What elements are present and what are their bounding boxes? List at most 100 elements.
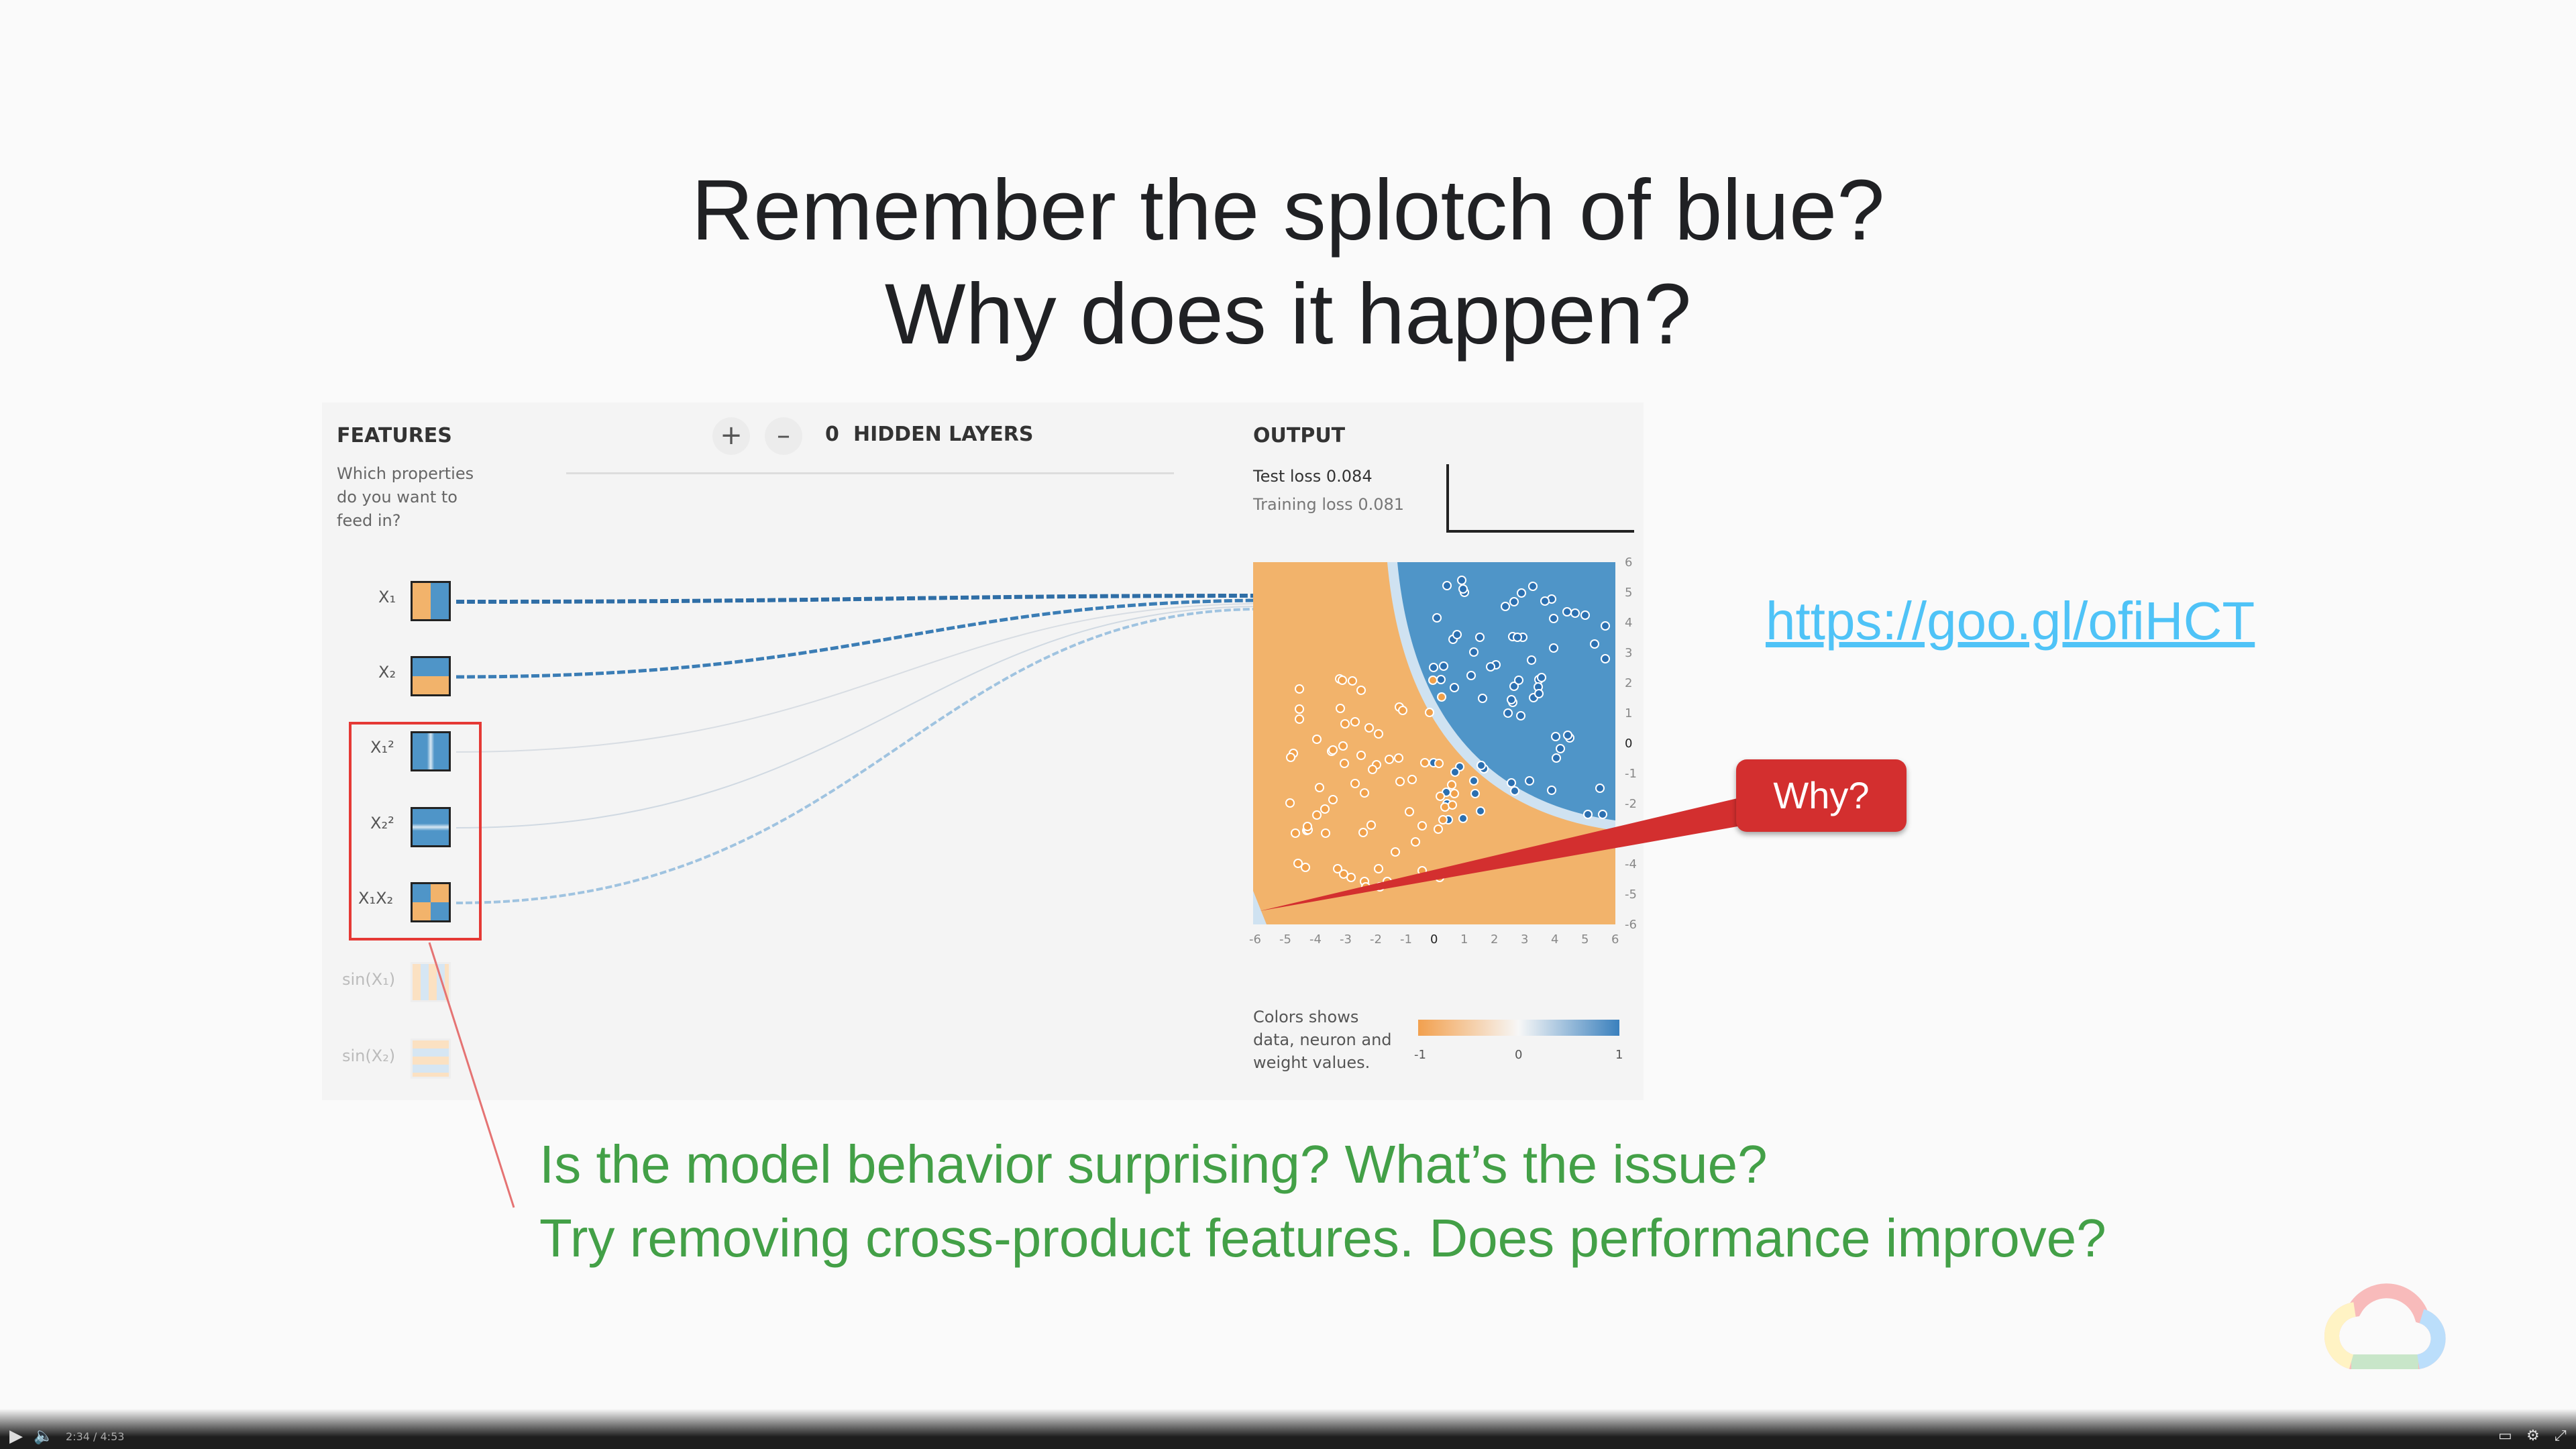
play-icon[interactable]: ▶ bbox=[9, 1426, 23, 1446]
feature-x2-button[interactable] bbox=[411, 656, 451, 696]
connection-lines bbox=[455, 594, 1255, 904]
legend-text-1: Colors shows bbox=[1253, 1008, 1359, 1026]
data-point bbox=[1312, 735, 1322, 745]
output-heatmap bbox=[1253, 562, 1615, 924]
data-point bbox=[1320, 828, 1330, 838]
data-point bbox=[1393, 753, 1403, 763]
data-point bbox=[1516, 710, 1526, 720]
legend-tick-mid: 0 bbox=[1515, 1048, 1523, 1062]
video-controls-bar: ▶ 🔈 2:34 / 4:53 ▭ ⚙ ⤢ bbox=[0, 1409, 2576, 1449]
playback-time: 2:34 / 4:53 bbox=[66, 1430, 125, 1443]
data-point bbox=[1476, 760, 1486, 770]
volume-icon[interactable]: 🔈 bbox=[34, 1426, 54, 1445]
data-point bbox=[1301, 862, 1311, 872]
data-point bbox=[1549, 643, 1559, 653]
data-point bbox=[1452, 629, 1462, 639]
question-2: Try removing cross-product features. Doe… bbox=[539, 1208, 2106, 1268]
x-tick-label: 4 bbox=[1551, 932, 1559, 947]
feature-label-x1: X₁ bbox=[378, 588, 396, 606]
data-point bbox=[1600, 653, 1610, 663]
data-point bbox=[1582, 809, 1593, 819]
feature-label-x2-squared: X₂² bbox=[370, 814, 394, 833]
data-point bbox=[1384, 754, 1394, 764]
data-point bbox=[1552, 753, 1562, 763]
hidden-layers-label: HIDDEN LAYERS bbox=[853, 423, 1034, 446]
data-point bbox=[1295, 714, 1305, 724]
playground-link[interactable]: https://goo.gl/ofiHCT bbox=[1766, 591, 2255, 651]
data-point bbox=[1311, 810, 1322, 820]
legend-tick-min: -1 bbox=[1414, 1048, 1426, 1062]
data-point bbox=[1348, 676, 1358, 686]
y-tick-label: 3 bbox=[1625, 646, 1633, 660]
x-tick-label: 1 bbox=[1460, 932, 1468, 947]
data-point bbox=[1469, 775, 1479, 786]
add-layer-button[interactable]: + bbox=[712, 417, 750, 455]
y-tick-label: 6 bbox=[1625, 555, 1633, 570]
data-point bbox=[1417, 821, 1428, 831]
data-point bbox=[1356, 686, 1366, 696]
data-point bbox=[1346, 872, 1356, 882]
remove-layer-button[interactable]: – bbox=[765, 417, 802, 455]
data-point bbox=[1373, 729, 1383, 739]
y-tick-label: 4 bbox=[1625, 616, 1633, 630]
data-point bbox=[1328, 745, 1338, 755]
feature-x2-squared-button[interactable] bbox=[411, 807, 451, 847]
why-callout: Why? bbox=[1736, 759, 1907, 832]
data-point bbox=[1476, 806, 1485, 816]
data-point bbox=[1503, 708, 1513, 718]
data-point bbox=[1391, 847, 1401, 857]
feature-label-x1x2: X₁X₂ bbox=[358, 889, 394, 908]
data-point bbox=[1333, 864, 1343, 874]
data-point bbox=[1449, 788, 1459, 798]
data-point bbox=[1500, 602, 1510, 612]
captions-icon[interactable]: ▭ bbox=[2498, 1428, 2512, 1444]
data-point bbox=[1478, 693, 1488, 703]
features-subtitle-3: feed in? bbox=[337, 511, 401, 530]
data-point bbox=[1407, 775, 1417, 785]
output-heading: OUTPUT bbox=[1253, 424, 1346, 447]
data-point bbox=[1509, 597, 1519, 607]
data-point bbox=[1434, 824, 1444, 834]
data-point bbox=[1359, 788, 1369, 798]
feature-sin-x2-button[interactable] bbox=[411, 1038, 451, 1079]
x-tick-label: -4 bbox=[1309, 932, 1322, 947]
data-point bbox=[1374, 863, 1384, 873]
data-point bbox=[1549, 613, 1559, 623]
data-point bbox=[1540, 596, 1550, 606]
feature-x1-button[interactable] bbox=[411, 581, 451, 621]
data-point bbox=[1285, 798, 1295, 808]
hidden-layers-count: 0 bbox=[825, 423, 839, 446]
data-point bbox=[1597, 810, 1607, 820]
data-point bbox=[1525, 776, 1535, 786]
data-point bbox=[1458, 584, 1468, 594]
y-tick-label: -6 bbox=[1625, 918, 1637, 932]
cross-product-highlight-box bbox=[349, 722, 482, 941]
data-point bbox=[1428, 676, 1438, 686]
data-point bbox=[1527, 581, 1538, 591]
slide-title-line-2: Why does it happen? bbox=[884, 266, 1692, 362]
data-point bbox=[1450, 767, 1460, 777]
data-point bbox=[1466, 670, 1477, 680]
fullscreen-icon[interactable]: ⤢ bbox=[2555, 1428, 2567, 1444]
data-point bbox=[1437, 692, 1447, 702]
loss-chart bbox=[1446, 464, 1634, 533]
data-point bbox=[1510, 786, 1520, 796]
x-tick-label: -1 bbox=[1400, 932, 1412, 947]
data-point bbox=[1364, 723, 1375, 733]
data-point bbox=[1411, 837, 1421, 847]
y-tick-label: 1 bbox=[1625, 706, 1633, 720]
legend-text-2: data, neuron and bbox=[1253, 1030, 1392, 1049]
features-subtitle-1: Which properties bbox=[337, 464, 474, 483]
slide-title-line-1: Remember the splotch of blue? bbox=[691, 162, 1885, 258]
y-tick-label: -5 bbox=[1625, 888, 1637, 902]
data-point bbox=[1507, 695, 1517, 705]
feature-sin-x1-button[interactable] bbox=[411, 962, 451, 1002]
google-cloud-logo bbox=[2324, 1283, 2446, 1369]
data-point bbox=[1589, 639, 1599, 649]
feature-x1x2-button[interactable] bbox=[411, 882, 451, 922]
data-point bbox=[1419, 757, 1430, 767]
settings-icon[interactable]: ⚙ bbox=[2526, 1428, 2540, 1444]
data-point bbox=[1350, 779, 1360, 789]
feature-x1-squared-button[interactable] bbox=[411, 731, 451, 771]
